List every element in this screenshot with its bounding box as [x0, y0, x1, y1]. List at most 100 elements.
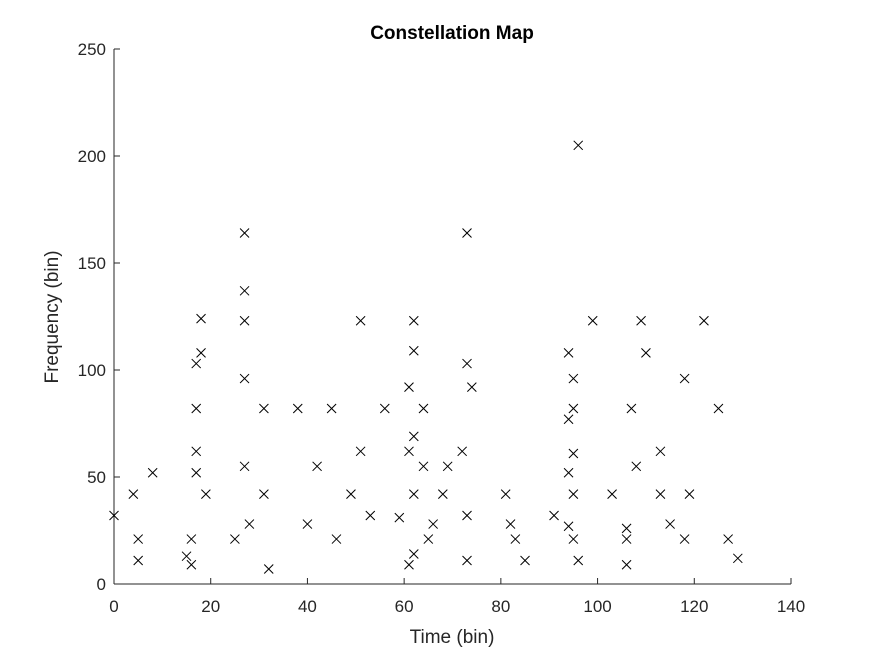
x-tick-label: 140	[777, 597, 805, 616]
data-point-x-marker	[568, 489, 579, 499]
data-point-x-marker	[568, 448, 579, 459]
data-point-x-marker	[355, 446, 366, 457]
data-point-x-marker	[466, 382, 477, 392]
data-point-x-marker	[191, 403, 202, 414]
data-point-x-marker	[244, 519, 255, 529]
data-point-x-marker	[679, 534, 690, 544]
x-tick-label: 80	[491, 597, 510, 616]
data-point-x-marker	[312, 461, 322, 472]
x-tick-label: 0	[109, 597, 118, 616]
data-point-x-marker	[292, 403, 303, 414]
data-point-x-marker	[404, 446, 414, 457]
data-point-x-marker	[326, 403, 337, 414]
data-point-x-marker	[621, 534, 632, 544]
data-point-x-marker	[437, 489, 448, 499]
data-point-x-marker	[418, 461, 429, 472]
data-point-x-marker	[379, 403, 390, 414]
data-point-x-marker	[408, 549, 419, 559]
data-point-x-marker	[563, 467, 574, 478]
data-point-x-marker	[418, 403, 429, 414]
data-point-x-marker	[191, 446, 202, 457]
x-tick-label: 60	[395, 597, 414, 616]
data-point-x-marker	[147, 467, 158, 478]
y-tick-label: 0	[97, 575, 106, 594]
data-point-x-marker	[133, 555, 144, 566]
data-point-x-marker	[239, 228, 250, 238]
y-tick-label: 150	[78, 254, 106, 273]
y-tick-label: 200	[78, 147, 106, 166]
data-point-x-marker	[331, 534, 342, 544]
data-point-x-marker	[621, 523, 632, 534]
data-point-x-marker	[631, 461, 642, 472]
data-point-x-marker	[239, 373, 250, 384]
data-point-x-marker	[404, 382, 414, 392]
x-tick-label: 120	[680, 597, 708, 616]
data-point-x-marker	[462, 510, 472, 521]
data-point-x-marker	[239, 315, 250, 326]
data-point-x-marker	[713, 403, 724, 414]
data-point-x-marker	[563, 521, 574, 532]
data-point-x-marker	[196, 348, 206, 358]
x-axis-label: Time (bin)	[410, 627, 495, 648]
data-point-x-marker	[428, 519, 439, 529]
data-point-x-marker	[408, 345, 419, 356]
data-point-x-marker	[665, 519, 675, 529]
data-point-x-marker	[201, 489, 211, 499]
data-point-x-marker	[505, 519, 516, 529]
data-point-x-marker	[636, 315, 646, 326]
data-point-x-marker	[394, 512, 405, 523]
data-point-x-marker	[573, 140, 584, 151]
data-point-x-marker	[355, 315, 366, 326]
data-point-x-marker	[263, 564, 274, 574]
data-point-x-marker	[133, 534, 144, 544]
data-point-x-marker	[186, 559, 197, 570]
data-point-x-marker	[186, 534, 197, 544]
data-point-x-marker	[196, 313, 206, 324]
x-tick-label: 40	[298, 597, 317, 616]
data-point-x-marker	[699, 315, 709, 326]
data-point-x-marker	[239, 285, 250, 296]
data-point-x-marker	[655, 489, 666, 499]
data-point-x-marker	[109, 510, 119, 521]
x-tick-label: 100	[583, 597, 611, 616]
data-point-x-marker	[181, 551, 192, 562]
y-tick-label: 100	[78, 361, 106, 380]
data-point-x-marker	[259, 403, 269, 414]
data-point-x-marker	[365, 510, 376, 521]
data-point-x-marker	[442, 461, 453, 472]
data-point-x-marker	[191, 467, 202, 478]
y-axis-ticks: 0 50 100 150 200 250	[78, 40, 120, 594]
data-point-x-marker	[607, 489, 617, 499]
data-point-x-marker	[679, 373, 690, 384]
data-point-x-marker	[457, 446, 468, 457]
data-point-x-marker	[423, 534, 434, 544]
data-point-x-marker	[573, 555, 584, 566]
data-point-x-marker	[346, 489, 356, 499]
data-point-x-marker	[404, 559, 414, 570]
data-point-x-marker	[462, 358, 472, 369]
y-tick-label: 50	[87, 468, 106, 487]
data-point-x-marker	[259, 489, 269, 499]
data-point-x-marker	[621, 559, 632, 570]
data-point-x-marker	[655, 446, 666, 457]
data-point-x-marker	[563, 348, 574, 358]
data-point-x-marker	[587, 315, 598, 326]
data-point-x-marker	[568, 403, 579, 414]
data-point-x-marker	[500, 489, 511, 499]
y-tick-label: 250	[78, 40, 106, 59]
data-point-x-marker	[191, 358, 202, 369]
data-point-x-marker	[568, 534, 579, 544]
x-tick-label: 20	[201, 597, 220, 616]
data-point-x-marker	[408, 315, 419, 326]
data-point-x-marker	[408, 431, 419, 442]
data-points	[109, 140, 743, 574]
data-point-x-marker	[462, 555, 472, 566]
data-point-x-marker	[520, 555, 530, 566]
data-point-x-marker	[626, 403, 637, 414]
data-point-x-marker	[302, 519, 313, 529]
x-axis-ticks: 0 20 40 60 80 100 120 140	[109, 578, 805, 616]
chart-title: Constellation Map	[370, 23, 534, 44]
data-point-x-marker	[128, 489, 139, 499]
data-point-x-marker	[239, 461, 250, 472]
